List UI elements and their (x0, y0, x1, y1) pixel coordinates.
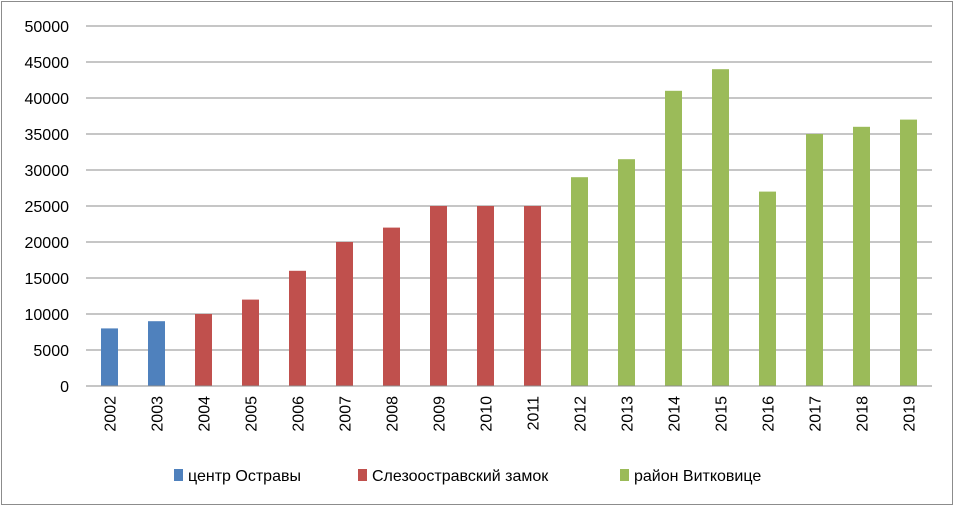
x-tick-label: 2008 (385, 396, 402, 432)
x-tick-label: 2019 (902, 396, 919, 432)
bar (759, 191, 776, 386)
legend-swatch (620, 469, 629, 481)
legend: центр Остравы Слезоостравский замок район … (174, 468, 761, 485)
x-tick-label: 2004 (197, 396, 214, 432)
bar (665, 90, 682, 387)
bar (242, 299, 259, 386)
bars (101, 69, 917, 387)
x-tick-label: 2012 (573, 396, 590, 432)
x-axis-ticks: 2002 2003 2004 2005 2006 2007 2008 2009 2010 2011… (103, 396, 919, 432)
x-tick-label: 2002 (103, 396, 120, 432)
y-tick-label: 40000 (25, 91, 70, 108)
bar (853, 126, 870, 387)
y-tick-label: 35000 (25, 127, 70, 144)
bar (571, 177, 588, 386)
legend-swatch (358, 469, 367, 481)
x-tick-label: 2003 (150, 396, 167, 432)
y-tick-label: 30000 (25, 163, 70, 180)
bar (289, 270, 306, 386)
x-tick-label: 2010 (479, 396, 496, 432)
x-tick-label: 2017 (808, 396, 825, 432)
bar (618, 159, 635, 386)
legend-swatch (174, 469, 183, 481)
y-tick-label: 15000 (25, 271, 70, 288)
y-tick-label: 25000 (25, 199, 70, 216)
gridlines (86, 25, 932, 351)
y-tick-label: 50000 (25, 19, 70, 36)
x-tick-label: 2006 (291, 396, 308, 432)
bar (806, 134, 823, 386)
y-tick-label: 0 (60, 379, 69, 396)
y-tick-label: 20000 (25, 235, 70, 252)
x-tick-label: 2009 (432, 396, 449, 432)
bar (336, 242, 353, 386)
x-tick-label: 2014 (667, 396, 684, 432)
x-tick-label: 2015 (714, 396, 731, 432)
y-tick-label: 10000 (25, 307, 70, 324)
x-tick-label: 2013 (620, 396, 637, 432)
legend-label: центр Остравы (188, 468, 301, 485)
x-tick-label: 2018 (855, 396, 872, 432)
legend-label: Слезоостравский замок (372, 468, 549, 485)
y-tick-label: 45000 (25, 55, 70, 72)
x-tick-label: 2011 (526, 396, 543, 431)
y-tick-label: 5000 (33, 343, 69, 360)
bar (148, 321, 165, 386)
x-tick-label: 2007 (338, 396, 355, 432)
y-axis-ticks: 0 5000 10000 15000 20000 25000 30000 35000 40000… (25, 19, 70, 396)
bar (477, 206, 494, 386)
x-tick-label: 2005 (244, 396, 261, 432)
bar (430, 206, 447, 386)
bar (524, 206, 541, 386)
x-tick-label: 2016 (761, 396, 778, 432)
legend-label: район Витковице (634, 468, 761, 485)
bar (712, 69, 729, 386)
bar (383, 227, 400, 386)
bar (900, 119, 917, 386)
bar (101, 328, 118, 386)
bar (195, 314, 212, 386)
